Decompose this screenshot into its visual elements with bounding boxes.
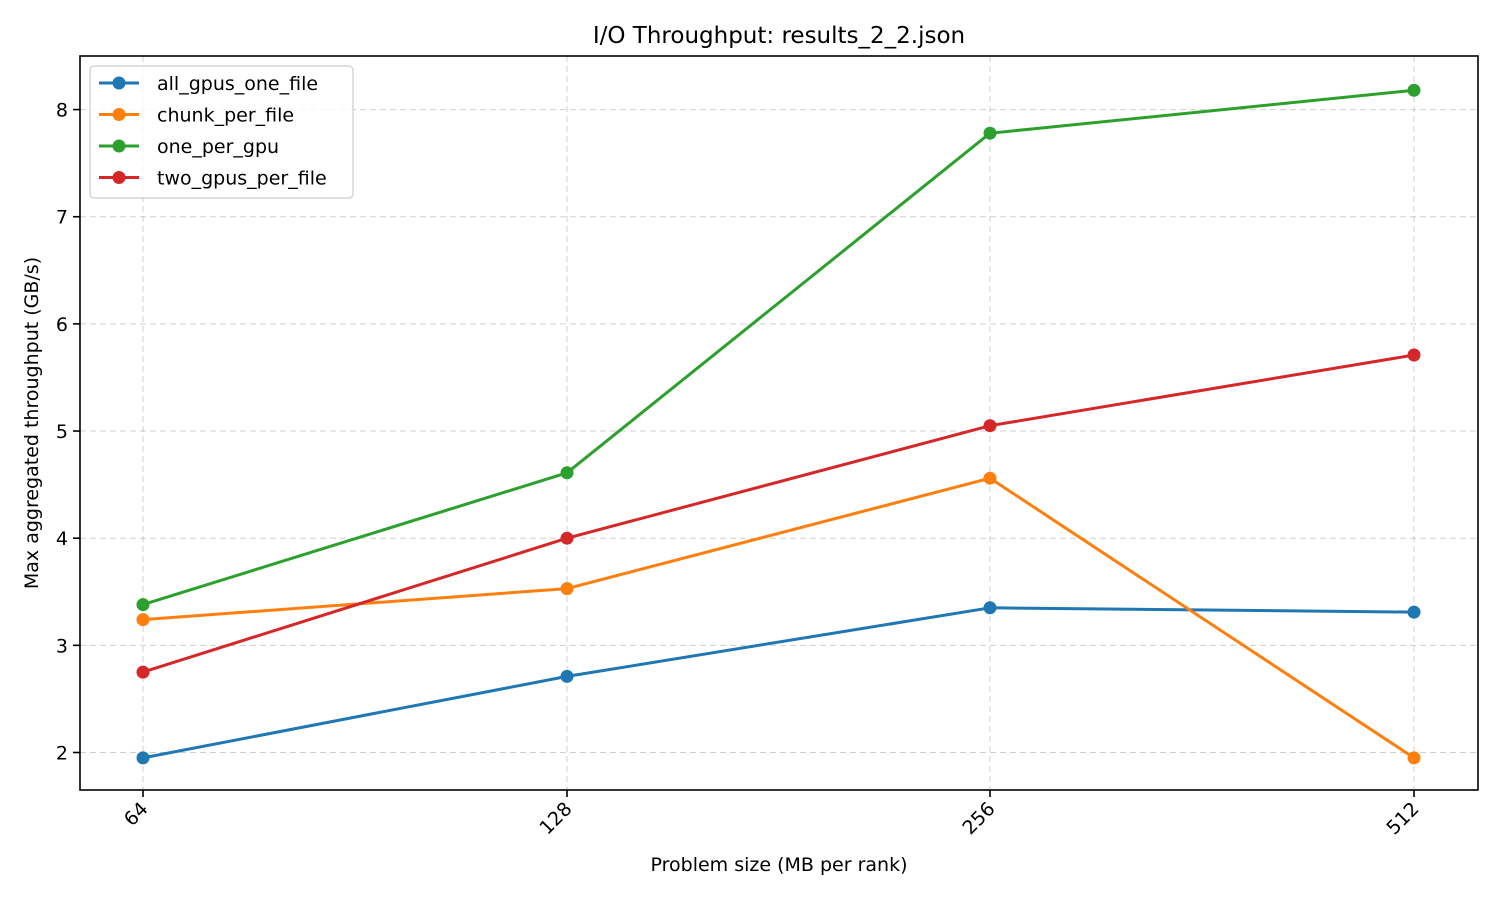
- data-point: [560, 466, 574, 480]
- data-point: [560, 582, 574, 596]
- series-all_gpus_one_file: [136, 601, 1421, 765]
- legend-box: [89, 65, 354, 199]
- y-tick-label: 8: [56, 100, 68, 122]
- data-point: [560, 669, 574, 683]
- data-point: [1407, 751, 1421, 765]
- data-point: [983, 471, 997, 485]
- legend-label: all_gpus_one_file: [157, 73, 318, 95]
- legend-label: chunk_per_file: [157, 105, 294, 127]
- legend-item: all_gpus_one_file: [99, 73, 318, 95]
- data-point: [136, 665, 150, 679]
- series-line: [141, 606, 1416, 760]
- legend-item: one_per_gpu: [99, 136, 279, 158]
- data-point: [983, 126, 997, 140]
- legend-label: two_gpus_per_file: [157, 168, 327, 190]
- data-point: [1407, 348, 1421, 362]
- y-axis: 2 3 4 5 6 7 8: [56, 100, 80, 764]
- series-two_gpus_per_file: [136, 348, 1421, 679]
- y-tick-label: 4: [56, 528, 68, 550]
- legend: all_gpus_one_file chunk_per_file one_per_g…: [89, 65, 354, 199]
- legend-marker: [112, 108, 126, 121]
- y-tick-label: 3: [56, 635, 68, 657]
- legend-marker: [112, 76, 126, 90]
- data-point: [136, 751, 150, 765]
- y-tick-label: 6: [56, 314, 68, 336]
- series-one_per_gpu: [136, 83, 1421, 612]
- y-axis-label: Max aggregated throughput (GB/s): [21, 257, 43, 589]
- y-tick-label: 2: [56, 742, 68, 764]
- legend-item: chunk_per_file: [99, 105, 294, 127]
- series-layer: [136, 83, 1421, 765]
- legend-label: one_per_gpu: [157, 136, 279, 158]
- data-point: [1407, 605, 1421, 619]
- data-point: [983, 601, 997, 615]
- chart-title: I/O Throughput: results_2_2.json: [593, 23, 965, 49]
- data-point: [136, 613, 150, 627]
- plot-area-frame: [79, 55, 1479, 791]
- legend-marker: [112, 171, 126, 184]
- y-tick-label: 7: [56, 207, 68, 229]
- data-point: [1407, 83, 1421, 97]
- data-point: [983, 419, 997, 433]
- series-line: [141, 353, 1416, 674]
- x-axis-label: Problem size (MB per rank): [651, 854, 908, 876]
- data-point: [560, 531, 574, 545]
- data-point: [136, 598, 150, 612]
- y-tick-label: 5: [56, 421, 68, 443]
- series-line: [141, 88, 1416, 607]
- legend-marker: [112, 139, 126, 153]
- legend-item: two_gpus_per_file: [99, 168, 327, 190]
